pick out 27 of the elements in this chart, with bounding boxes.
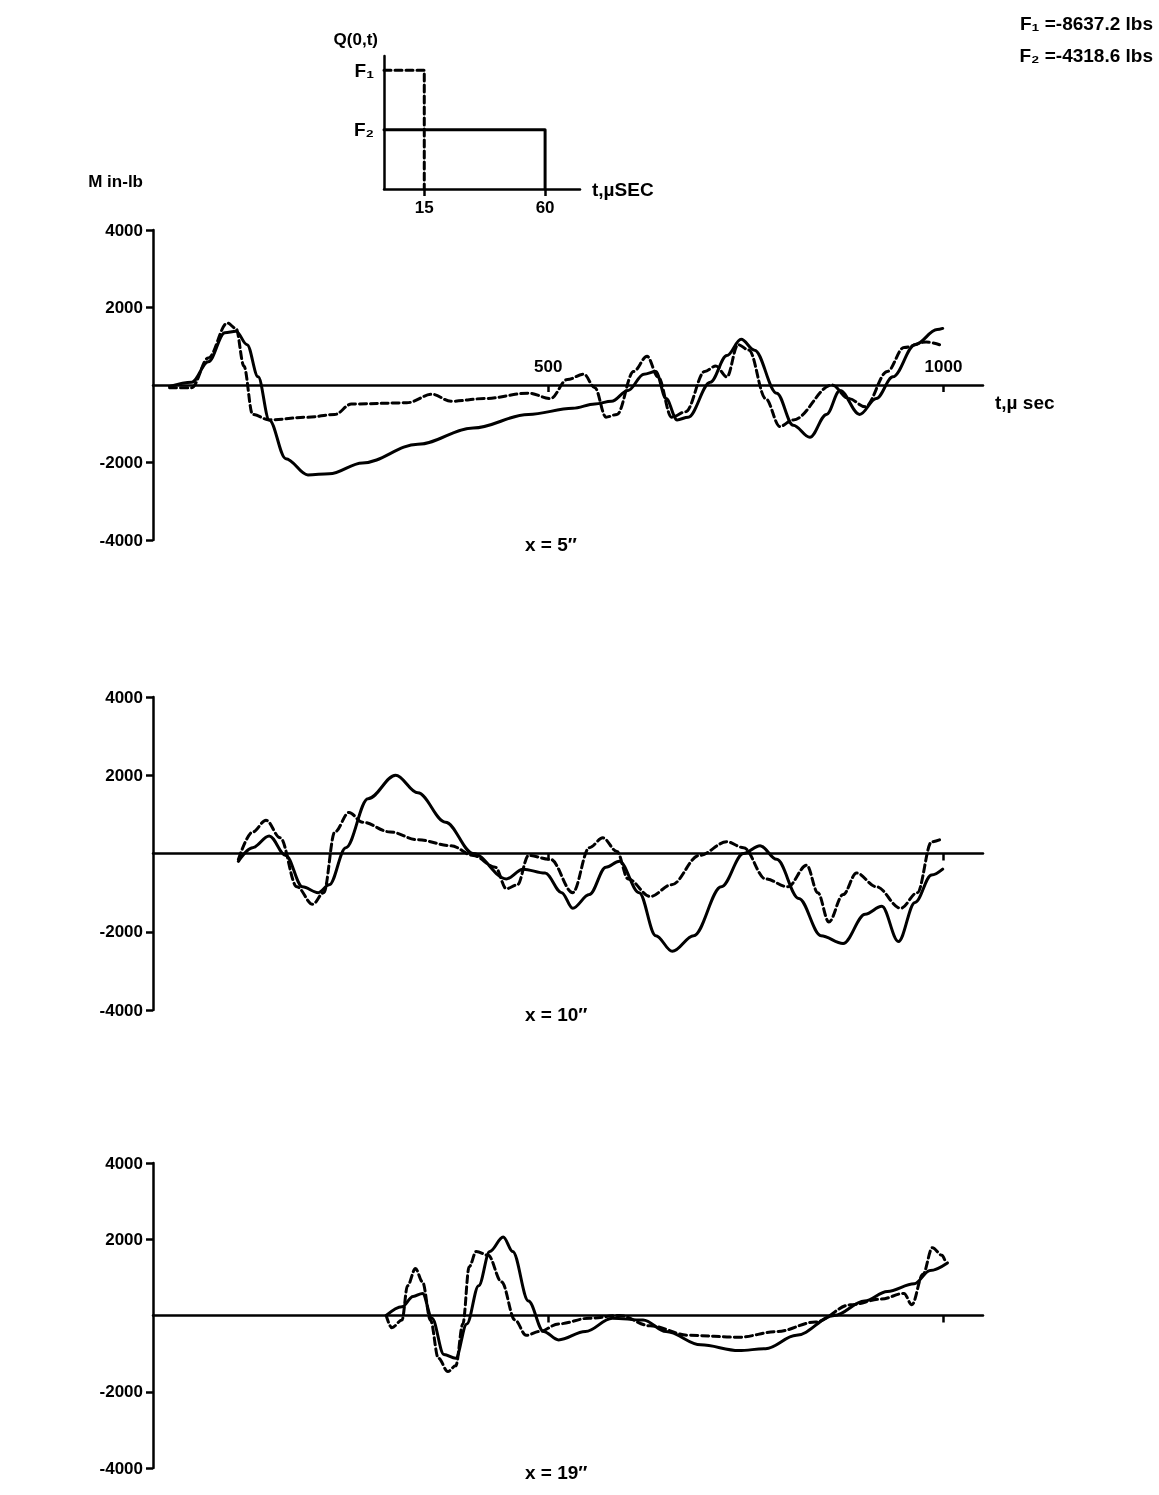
y-tick-label: -2000 (99, 1382, 143, 1402)
y-tick-label: 4000 (105, 687, 143, 707)
y-tick-label: -2000 (99, 453, 143, 472)
y-tick-label: 4000 (105, 220, 143, 240)
y-axis-title: Q(0,t) (333, 30, 378, 49)
text: F₂ =-4318.6 lbs (1019, 45, 1153, 66)
y-tick-label: -2000 (99, 922, 143, 942)
y-tick-label: 2000 (105, 765, 143, 785)
x-tick-label: 1000 (924, 357, 963, 376)
text: x = 19″ (525, 1462, 588, 1483)
y-tick-label: 2000 (105, 1229, 143, 1249)
x-tick-label: 500 (534, 357, 563, 376)
y-axis-title: M in-lb (88, 172, 143, 191)
x-tick-label: 15 (414, 198, 434, 217)
annotation: F₂ (353, 119, 374, 141)
text: F₁ =-8637.2 lbs (1019, 13, 1154, 34)
text: x = 10″ (525, 1004, 588, 1025)
x-axis-title: t,µ sec (995, 392, 1055, 413)
y-tick-label: 2000 (105, 298, 143, 317)
y-tick-label: 4000 (105, 1153, 143, 1173)
y-tick-label: -4000 (99, 1000, 143, 1020)
y-tick-label: -4000 (99, 530, 143, 550)
y-tick-label: -4000 (99, 1458, 143, 1478)
x-tick-label: 60 (535, 198, 555, 217)
text: x = 5″ (525, 534, 577, 555)
annotation: F₁ (354, 59, 375, 81)
x-axis-title: t,µSEC (592, 178, 654, 200)
